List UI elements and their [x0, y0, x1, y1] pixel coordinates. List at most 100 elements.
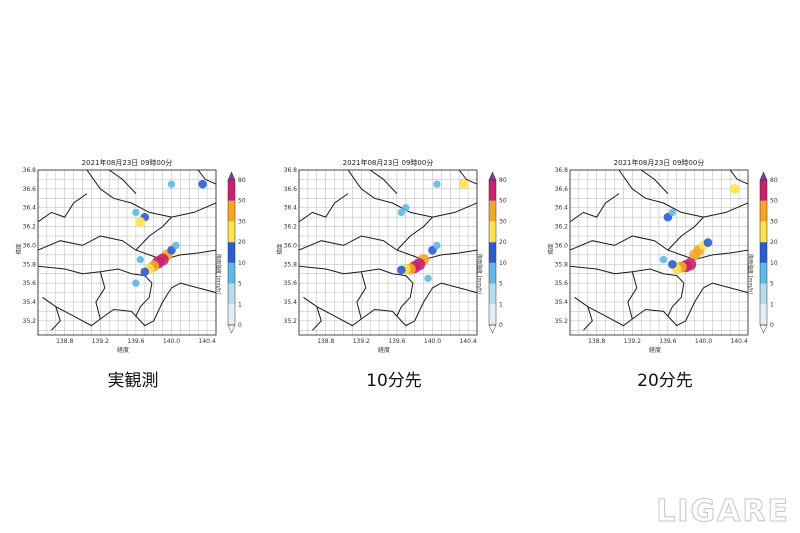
rain-cell	[140, 267, 150, 277]
boundary-line	[38, 235, 216, 261]
boundary-line	[396, 216, 433, 251]
colorbar-tick-label: 50	[499, 198, 507, 205]
x-tick-label: 138.8	[588, 338, 605, 345]
colorbar-tick-label: 1	[238, 301, 242, 308]
caption-forecast-10min: 10分先	[366, 371, 422, 391]
rain-cell	[424, 274, 432, 283]
x-tick-label: 138.8	[56, 338, 73, 345]
colorbar-tick-label: 30	[238, 218, 246, 225]
y-tick-label: 36.0	[284, 242, 298, 249]
colorbar-extend-bottom	[759, 324, 768, 334]
x-tick-label: 139.2	[92, 338, 109, 345]
colorbar-segment	[489, 180, 496, 201]
y-tick-label: 36.8	[23, 167, 37, 174]
colorbar-segment	[489, 283, 496, 305]
colorbar-tick-label: 80	[499, 177, 507, 184]
rain-cells	[397, 179, 469, 283]
boundary-line	[312, 306, 322, 331]
colorbar-extend-bottom	[488, 324, 497, 334]
colorbar-tick-label: 5	[499, 281, 503, 288]
x-tick-label: 140.0	[695, 338, 712, 345]
colorbar-tick-label: 50	[238, 198, 246, 205]
boundary-line	[458, 170, 477, 185]
boundary-line	[583, 306, 593, 331]
rain-cell	[397, 265, 406, 275]
x-tick-label: 140.4	[199, 338, 216, 345]
x-axis-label: 経度	[117, 347, 130, 354]
x-tick-label: 139.2	[624, 338, 641, 345]
y-tick-label: 36.6	[284, 186, 298, 193]
boundary-line	[303, 296, 398, 327]
colorbar-tick-label: 5	[238, 281, 242, 288]
colorbar-segment	[228, 180, 235, 201]
y-tick-label: 35.4	[284, 299, 298, 306]
colorbar-segment	[760, 180, 767, 201]
x-tick-label: 139.2	[353, 338, 370, 345]
colorbar-segment	[760, 242, 767, 263]
colorbar-tick-label: 30	[770, 218, 778, 225]
y-tick-label: 35.6	[23, 280, 37, 287]
rain-cell	[135, 216, 146, 227]
y-tick-label: 35.2	[555, 318, 569, 325]
x-tick-label: 139.6	[659, 338, 676, 345]
plot-frame	[569, 169, 749, 336]
rain-cell	[668, 208, 677, 217]
colorbar-extend-top	[227, 171, 236, 181]
colorbar-tick-label: 80	[770, 177, 778, 184]
y-tick-label: 35.8	[284, 261, 298, 268]
colorbar-tick-label: 1	[499, 301, 503, 308]
rain-cell	[433, 180, 441, 188]
boundary-line	[627, 271, 638, 320]
boundary-line	[299, 193, 349, 223]
y-tick-label: 36.6	[23, 186, 37, 193]
colorbar-extend-top	[488, 171, 497, 181]
boundary-lines	[570, 170, 748, 331]
boundary-line	[667, 216, 704, 251]
colorbar-segment	[489, 200, 496, 222]
colorbar-segment	[228, 262, 235, 284]
colorbar-segment	[489, 221, 496, 243]
colorbar-tick-label: 50	[770, 198, 778, 205]
y-tick-label: 36.8	[555, 167, 569, 174]
rain-cell	[668, 259, 677, 269]
colorbar-segment	[228, 221, 235, 243]
x-axis-label: 経度	[649, 347, 662, 354]
boundary-line	[51, 306, 61, 331]
colorbar-segment	[228, 283, 235, 305]
ligare-logo: LIGARE	[656, 494, 790, 530]
map-title: 2021年08月23日 09時00分	[342, 159, 434, 167]
colorbar-tick-label: 1	[770, 301, 774, 308]
caption-observed: 実観測	[107, 371, 159, 391]
map-title: 2021年08月23日 09時00分	[613, 159, 705, 167]
rain-cell	[397, 208, 406, 217]
colorbar-segment	[760, 283, 767, 305]
boundary-line	[640, 170, 669, 194]
colorbar-tick-label: 20	[238, 239, 246, 246]
colorbar-segment	[489, 262, 496, 284]
rain-cell	[402, 204, 410, 212]
rain-cells	[659, 183, 740, 274]
colorbar-frame	[227, 179, 236, 326]
colorbar-frame	[488, 179, 497, 326]
x-tick-label: 139.6	[388, 338, 405, 345]
colorbar-tick-label: 0	[238, 322, 242, 329]
colorbar-segment	[760, 304, 767, 325]
x-tick-label: 138.8	[317, 338, 334, 345]
x-tick-label: 140.0	[424, 338, 441, 345]
boundary-line	[396, 282, 477, 327]
colorbar-segment	[760, 200, 767, 222]
rain-cell	[729, 183, 740, 194]
boundary-line	[347, 170, 477, 218]
map-panel-observed: 2021年08月23日 09時00分 緯度 経度 降雨強度 [mm/h] 138…	[17, 150, 246, 362]
y-tick-label: 35.6	[555, 280, 569, 287]
colorbar-segment	[489, 242, 496, 263]
boundary-line	[95, 271, 106, 320]
colorbar-segment	[228, 200, 235, 222]
x-tick-label: 140.0	[163, 338, 180, 345]
rainfall-map: 138.8 139.2 139.6 140.0 140.4 35.2 35.4 35.6 35.…	[284, 167, 507, 345]
colorbar-tick-label: 10	[499, 260, 507, 267]
plot-frame	[37, 169, 217, 336]
map-title: 2021年08月23日 09時00分	[81, 159, 173, 167]
rain-cell	[689, 249, 701, 261]
colorbar-tick-label: 80	[238, 177, 246, 184]
